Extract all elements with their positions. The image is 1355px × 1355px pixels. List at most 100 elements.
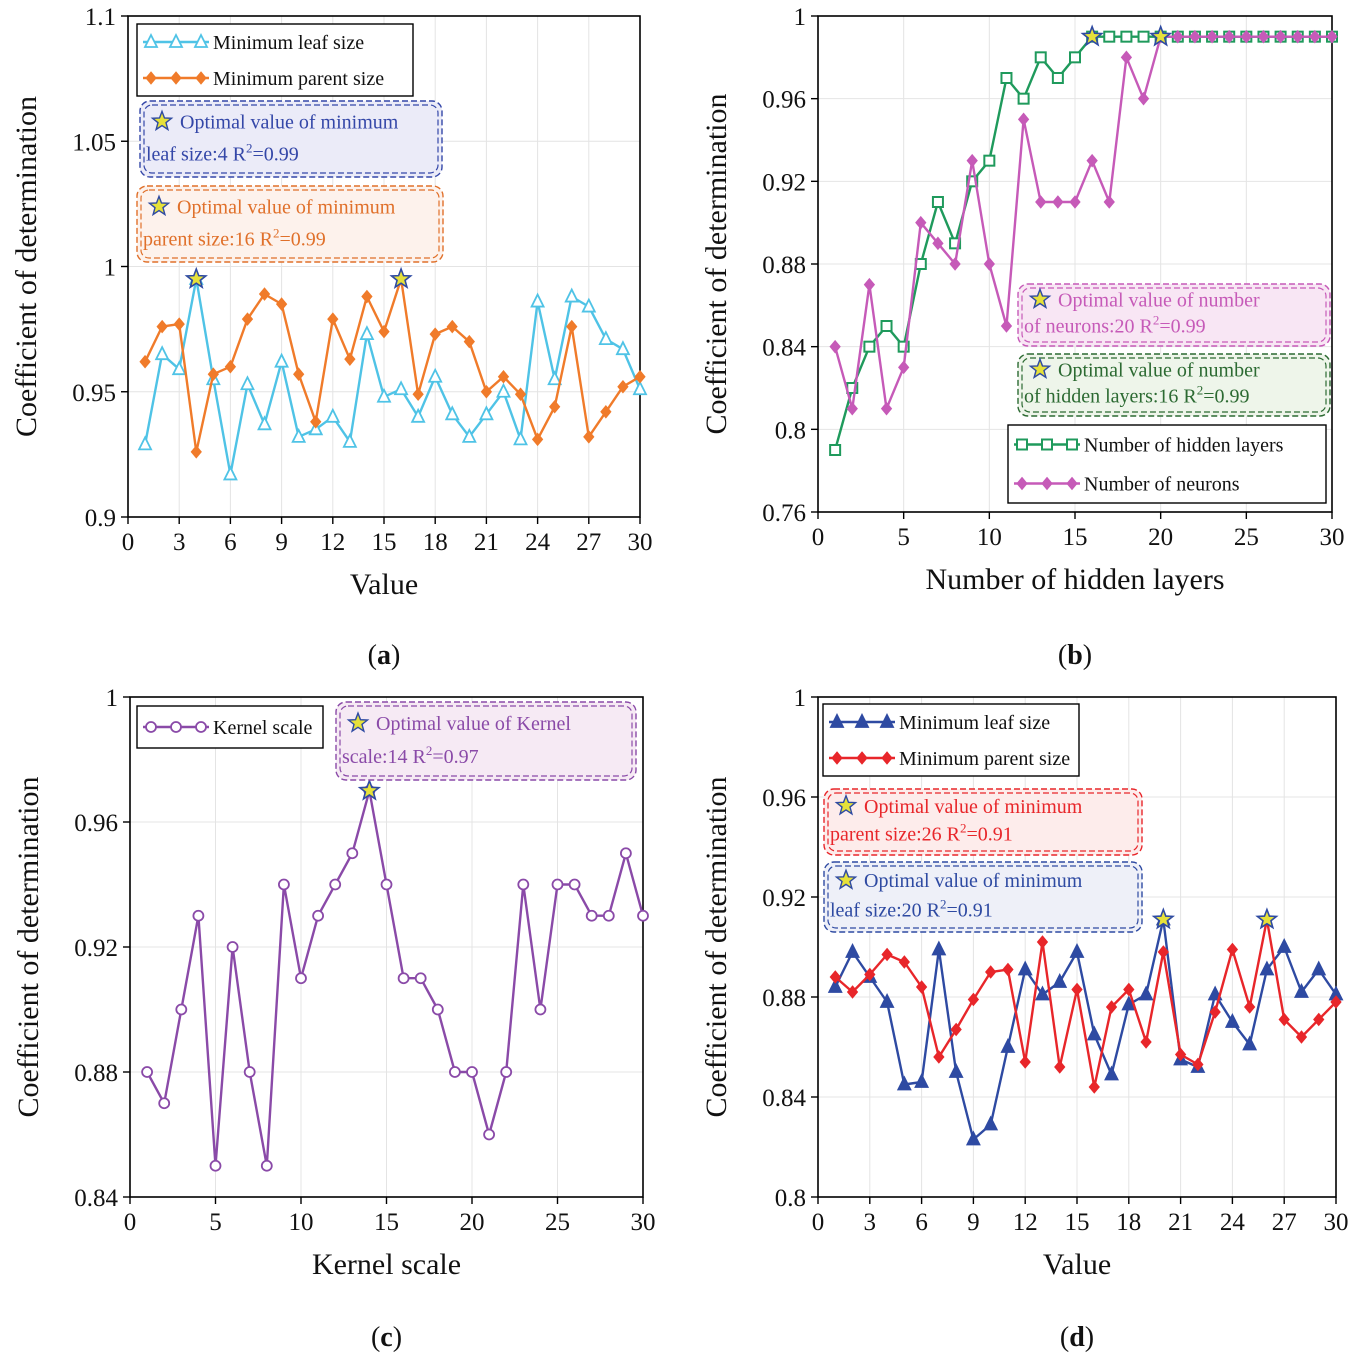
star-icon xyxy=(1028,357,1052,380)
x-tick-label: 24 xyxy=(1220,1209,1246,1236)
x-tick-label: 10 xyxy=(289,1209,314,1236)
annotation-value-prefix: leaf size:4 R xyxy=(146,143,247,165)
legend-marker xyxy=(1016,438,1028,451)
legend-marker xyxy=(145,721,157,733)
x-tick-label: 3 xyxy=(864,1209,877,1236)
data-point xyxy=(1206,29,1218,44)
data-point xyxy=(222,465,238,481)
x-tick-label: 9 xyxy=(967,1209,980,1236)
data-point xyxy=(530,292,546,308)
data-point xyxy=(863,277,876,292)
x-tick-label: 15 xyxy=(1063,524,1088,551)
data-point xyxy=(277,878,290,891)
data-point xyxy=(1017,112,1030,127)
data-point xyxy=(258,287,271,301)
series-line xyxy=(833,35,1332,410)
x-tick-label: 18 xyxy=(423,529,448,556)
data-point xyxy=(190,445,202,459)
data-point xyxy=(1224,1012,1240,1028)
data-point xyxy=(241,312,254,326)
data-point xyxy=(446,319,458,334)
data-point xyxy=(600,405,612,419)
chart-panel-b: 0 5 10 15 20 25 30 0.76 0.8 0.84 0.88 0.92 0.96 1 Numb… xyxy=(700,4,1345,671)
y-tick-label: 0.88 xyxy=(762,252,806,279)
legend-marker xyxy=(831,751,843,765)
x-tick-label: 30 xyxy=(1320,524,1345,551)
x-tick-label: 10 xyxy=(977,524,1002,551)
data-point xyxy=(880,320,893,332)
data-point xyxy=(1069,51,1081,64)
y-tick-label: 0.96 xyxy=(762,87,806,114)
data-point xyxy=(414,972,427,985)
optimal-star-icon xyxy=(1148,24,1173,47)
data-point xyxy=(240,375,255,391)
data-point xyxy=(1104,1065,1119,1081)
legend-marker xyxy=(195,721,207,733)
y-axis-title: Coefficient of determination xyxy=(10,96,43,437)
data-point xyxy=(1278,1012,1290,1027)
y-tick-label: 0.88 xyxy=(762,985,806,1012)
data-point xyxy=(1069,195,1081,209)
legend-marker xyxy=(1016,476,1028,491)
data-point xyxy=(1034,51,1047,64)
annotation-value-prefix: leaf size:20 R xyxy=(830,900,941,922)
legend-marker xyxy=(856,751,868,765)
data-point xyxy=(1311,960,1327,976)
y-tick-label: 0.84 xyxy=(74,1185,118,1212)
annotation-value-suffix: =0.99 xyxy=(279,228,325,250)
x-tick-label: 15 xyxy=(1065,1209,1090,1236)
x-axis-title: Kernel scale xyxy=(312,1248,461,1281)
series-minimum-parent-size xyxy=(829,912,1342,1094)
x-tick-label: 30 xyxy=(628,529,653,556)
data-point xyxy=(897,340,910,353)
annotation-title: Optimal value of Kernel xyxy=(376,713,571,735)
annotation-box xyxy=(1017,353,1331,417)
panel-caption: (c) xyxy=(371,1322,402,1353)
panel-caption: (a) xyxy=(368,640,401,671)
y-tick-label: 0.8 xyxy=(775,1185,806,1212)
data-point xyxy=(829,444,842,456)
data-point xyxy=(514,387,527,402)
annotation-title: Optimal value of minimum xyxy=(864,796,1083,818)
data-point xyxy=(141,1066,154,1078)
data-point xyxy=(1019,1055,1031,1069)
annotation-value-suffix: =0.91 xyxy=(966,823,1012,845)
data-point xyxy=(156,319,168,334)
series-line xyxy=(146,789,645,1168)
y-tick-label: 1.05 xyxy=(72,129,116,156)
x-tick-label: 30 xyxy=(631,1209,656,1236)
data-point xyxy=(431,1003,444,1016)
annotation-inner-border xyxy=(827,865,1139,929)
data-point xyxy=(137,435,153,451)
data-point xyxy=(461,427,477,443)
data-point xyxy=(1326,29,1338,44)
data-point xyxy=(291,427,307,443)
data-point xyxy=(845,942,860,958)
data-point xyxy=(327,312,339,326)
data-point xyxy=(1017,92,1030,105)
data-point xyxy=(444,405,460,421)
x-tick-label: 12 xyxy=(1013,1209,1038,1236)
y-axis-title: Coefficient of determination xyxy=(700,93,733,434)
x-tick-label: 15 xyxy=(374,1209,399,1236)
data-point xyxy=(207,367,219,381)
x-tick-label: 21 xyxy=(474,529,499,556)
data-point xyxy=(1121,995,1137,1011)
data-point xyxy=(1017,960,1033,976)
annotation-box xyxy=(335,701,637,781)
legend-box xyxy=(1007,424,1327,504)
data-point xyxy=(948,1062,964,1078)
annotation-value-sup: 2 xyxy=(426,743,433,758)
data-point xyxy=(329,878,342,891)
optimal-star-icon xyxy=(1151,907,1176,930)
data-point xyxy=(1207,985,1223,1001)
data-point xyxy=(931,196,944,208)
data-point xyxy=(260,1159,273,1172)
data-point xyxy=(1174,1047,1187,1062)
data-point xyxy=(175,1003,188,1016)
legend-marker xyxy=(143,32,159,48)
data-point xyxy=(139,354,151,369)
data-point xyxy=(466,1066,478,1078)
